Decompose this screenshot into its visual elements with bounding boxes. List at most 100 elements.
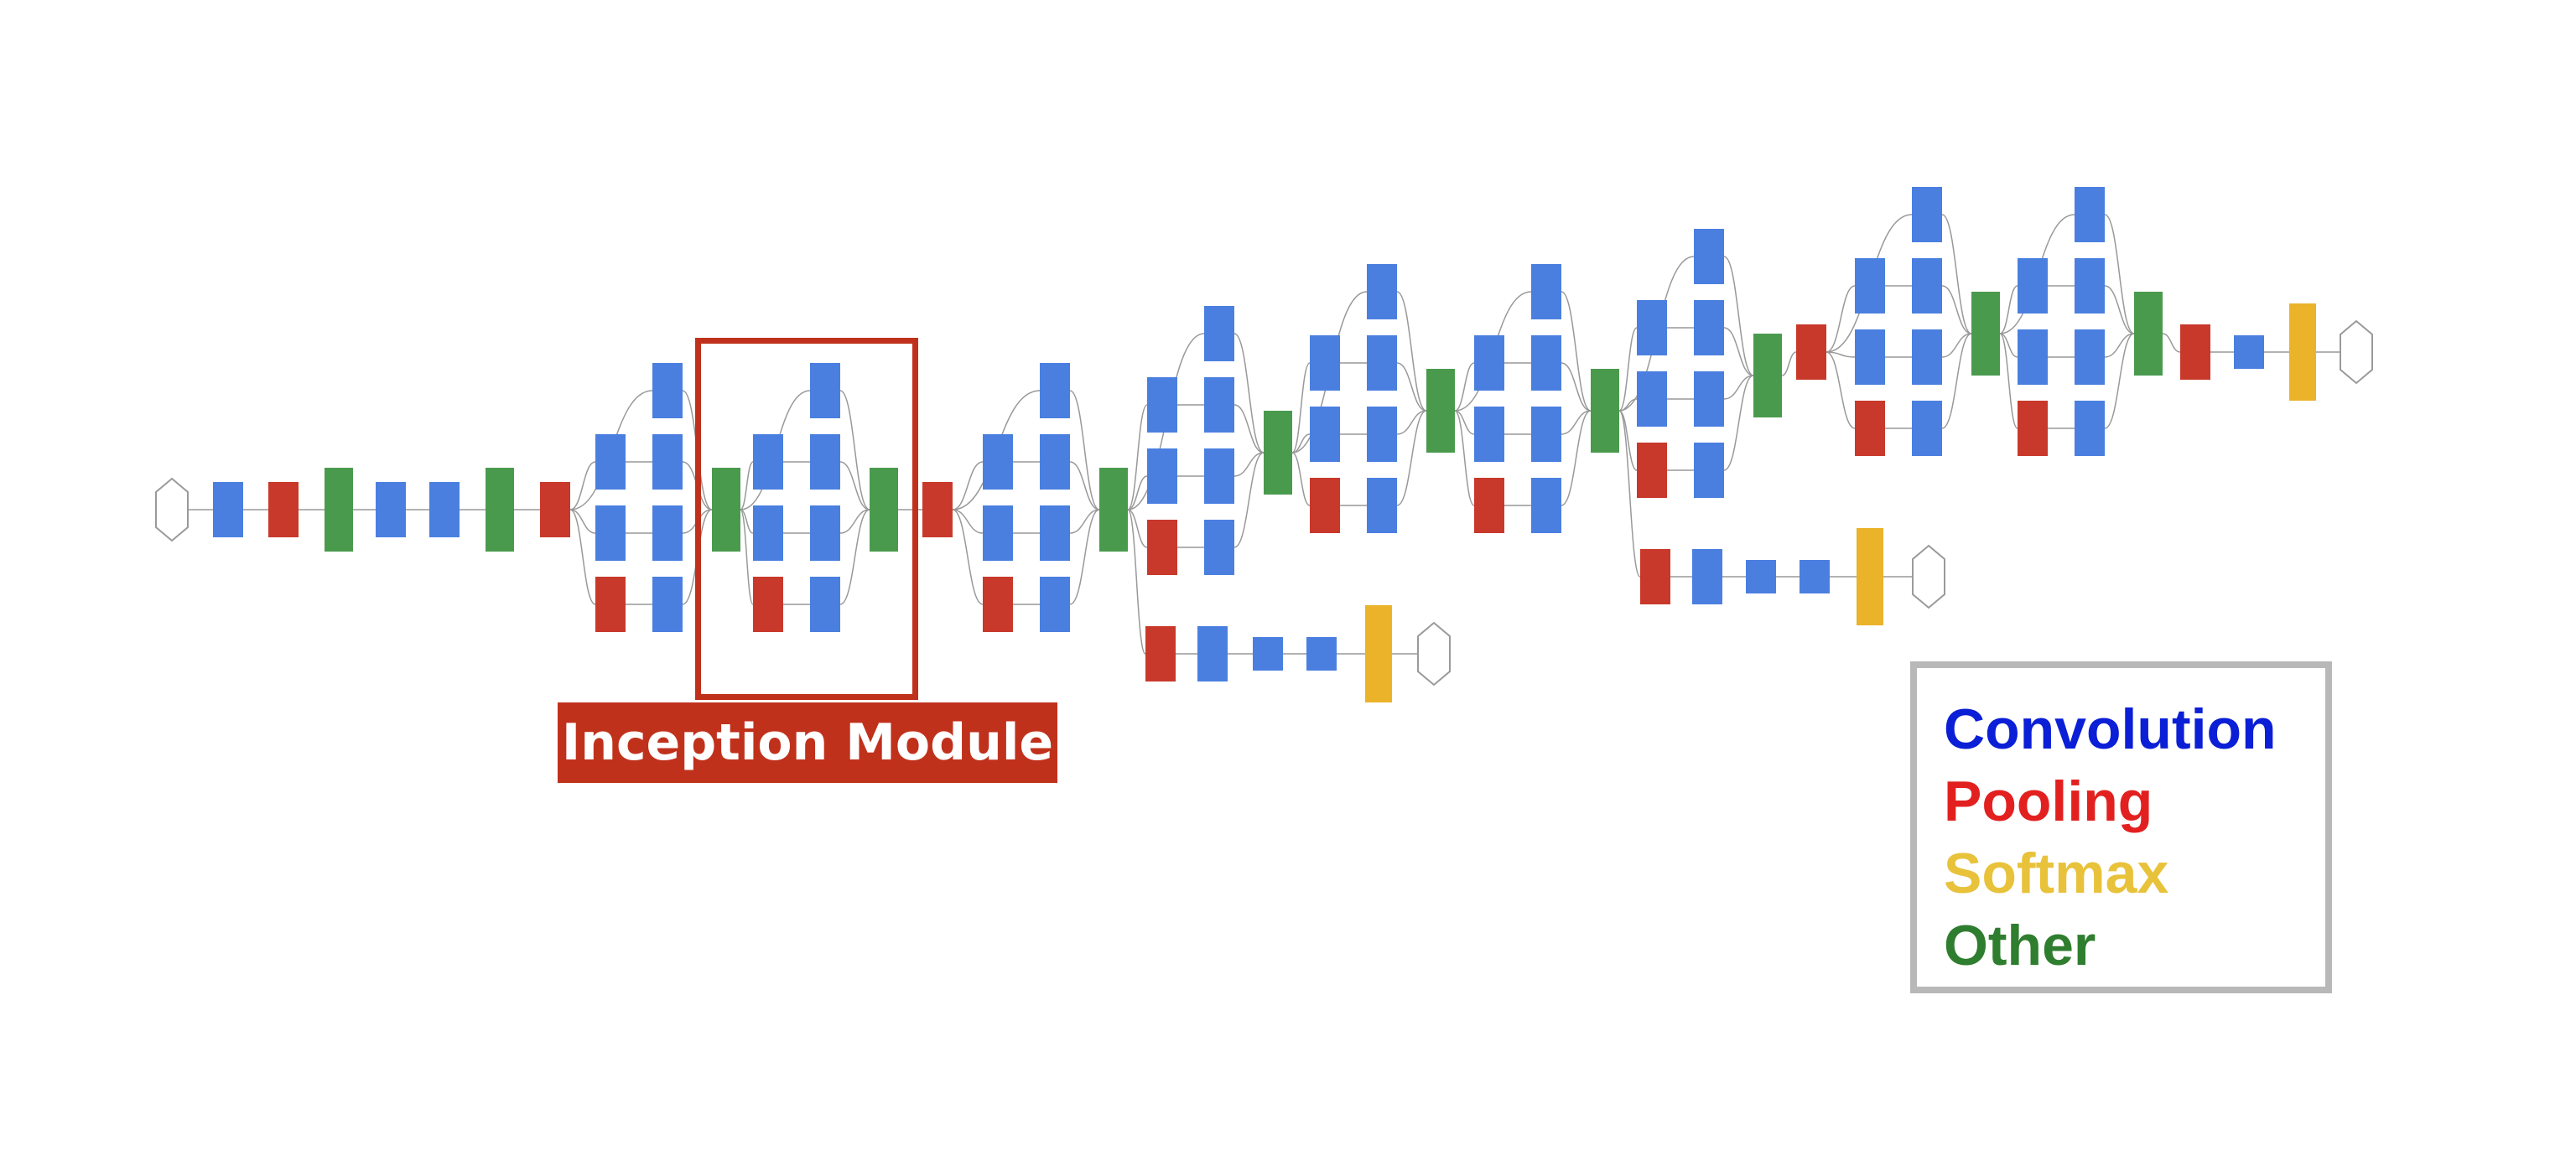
convolution-node	[1694, 443, 1724, 498]
other-node	[870, 468, 898, 552]
legend-convolution: Convolution	[1944, 697, 2277, 761]
pooling-node	[595, 577, 626, 632]
edge	[839, 390, 870, 510]
convolution-node	[1531, 478, 1561, 533]
edge	[569, 509, 596, 605]
convolution-node	[1912, 401, 1942, 456]
convolution-node	[1474, 407, 1504, 462]
convolution-node	[2018, 329, 2048, 385]
legend-softmax: Softmax	[1944, 842, 2169, 905]
edge	[1233, 404, 1265, 453]
edge	[952, 509, 984, 534]
edge	[1618, 327, 1638, 412]
edge	[839, 509, 870, 534]
convolution-node	[1204, 520, 1234, 575]
convolution-node	[429, 482, 460, 537]
edge	[1941, 285, 1972, 334]
edge	[1561, 410, 1592, 506]
edge	[1999, 333, 2018, 358]
edge	[1069, 509, 1100, 605]
convolution-node	[1147, 448, 1177, 504]
convolution-node	[1204, 306, 1234, 361]
convolution-node	[2018, 258, 2048, 314]
edge	[740, 509, 754, 605]
convolution-node	[810, 505, 840, 561]
edge	[1723, 375, 1754, 471]
convolution-node	[1040, 434, 1070, 490]
edge	[1291, 433, 1311, 453]
edge	[1233, 452, 1265, 477]
edge	[2162, 333, 2181, 353]
edge	[1999, 285, 2018, 334]
other-node	[1099, 468, 1128, 552]
edge	[1826, 351, 1856, 429]
edge	[1127, 404, 1148, 510]
edge	[839, 461, 870, 510]
pooling-node	[1474, 478, 1504, 533]
convolution-node	[1197, 626, 1228, 681]
convolution-node	[376, 482, 406, 537]
other-node	[486, 468, 514, 552]
edge	[1233, 333, 1265, 453]
convolution-node	[213, 482, 243, 537]
edge	[1723, 375, 1754, 400]
legend-other: Other	[1944, 914, 2096, 977]
edge	[1618, 398, 1638, 412]
edge	[1826, 351, 1856, 358]
softmax-node	[1365, 605, 1392, 702]
convolution-node	[753, 434, 783, 490]
convolution-node	[1306, 637, 1337, 671]
edge	[1561, 362, 1592, 412]
edge	[1723, 327, 1754, 376]
edge	[1941, 214, 1972, 334]
convolution-node	[1855, 258, 1885, 314]
edge	[839, 509, 870, 605]
pooling-node	[1640, 549, 1670, 604]
edge	[1069, 461, 1100, 510]
convolution-node	[2075, 187, 2105, 242]
convolution-node	[1855, 329, 1885, 385]
edge	[1826, 285, 1856, 353]
edge	[1618, 410, 1641, 578]
edge	[2104, 333, 2135, 429]
convolution-node	[1147, 377, 1177, 433]
edge	[1941, 333, 1972, 358]
terminal-node	[1417, 621, 1451, 687]
convolution-node	[1637, 371, 1667, 427]
convolution-node	[1474, 335, 1504, 391]
convolution-node	[1367, 407, 1397, 462]
convolution-node	[1531, 407, 1561, 462]
edge	[1069, 509, 1100, 534]
convolution-node	[1531, 264, 1561, 319]
convolution-node	[1367, 478, 1397, 533]
convolution-node	[810, 434, 840, 490]
softmax-node	[1857, 528, 1883, 625]
edge	[1127, 509, 1146, 655]
pooling-node	[922, 482, 953, 537]
edge	[952, 461, 984, 510]
pooling-node	[983, 577, 1013, 632]
edge	[1781, 351, 1797, 376]
edge	[1396, 362, 1427, 412]
convolution-node	[2075, 401, 2105, 456]
edge	[1561, 410, 1592, 435]
convolution-node	[1040, 505, 1070, 561]
pooling-node	[1637, 443, 1667, 498]
pooling-node	[1310, 478, 1340, 533]
inception-module-label: Inception Module	[558, 702, 1057, 783]
convolution-node	[1694, 229, 1724, 284]
terminal-node	[1912, 544, 1945, 609]
edge	[1396, 291, 1427, 412]
edge	[1127, 509, 1148, 548]
edge	[1454, 410, 1475, 435]
convolution-node	[652, 434, 683, 490]
pooling-node	[1796, 324, 1826, 380]
edge	[1618, 410, 1638, 471]
convolution-node	[1204, 448, 1234, 504]
convolution-node	[2075, 329, 2105, 385]
convolution-node	[1040, 577, 1070, 632]
convolution-node	[1637, 300, 1667, 355]
edge	[1454, 362, 1475, 412]
convolution-node	[1310, 407, 1340, 462]
